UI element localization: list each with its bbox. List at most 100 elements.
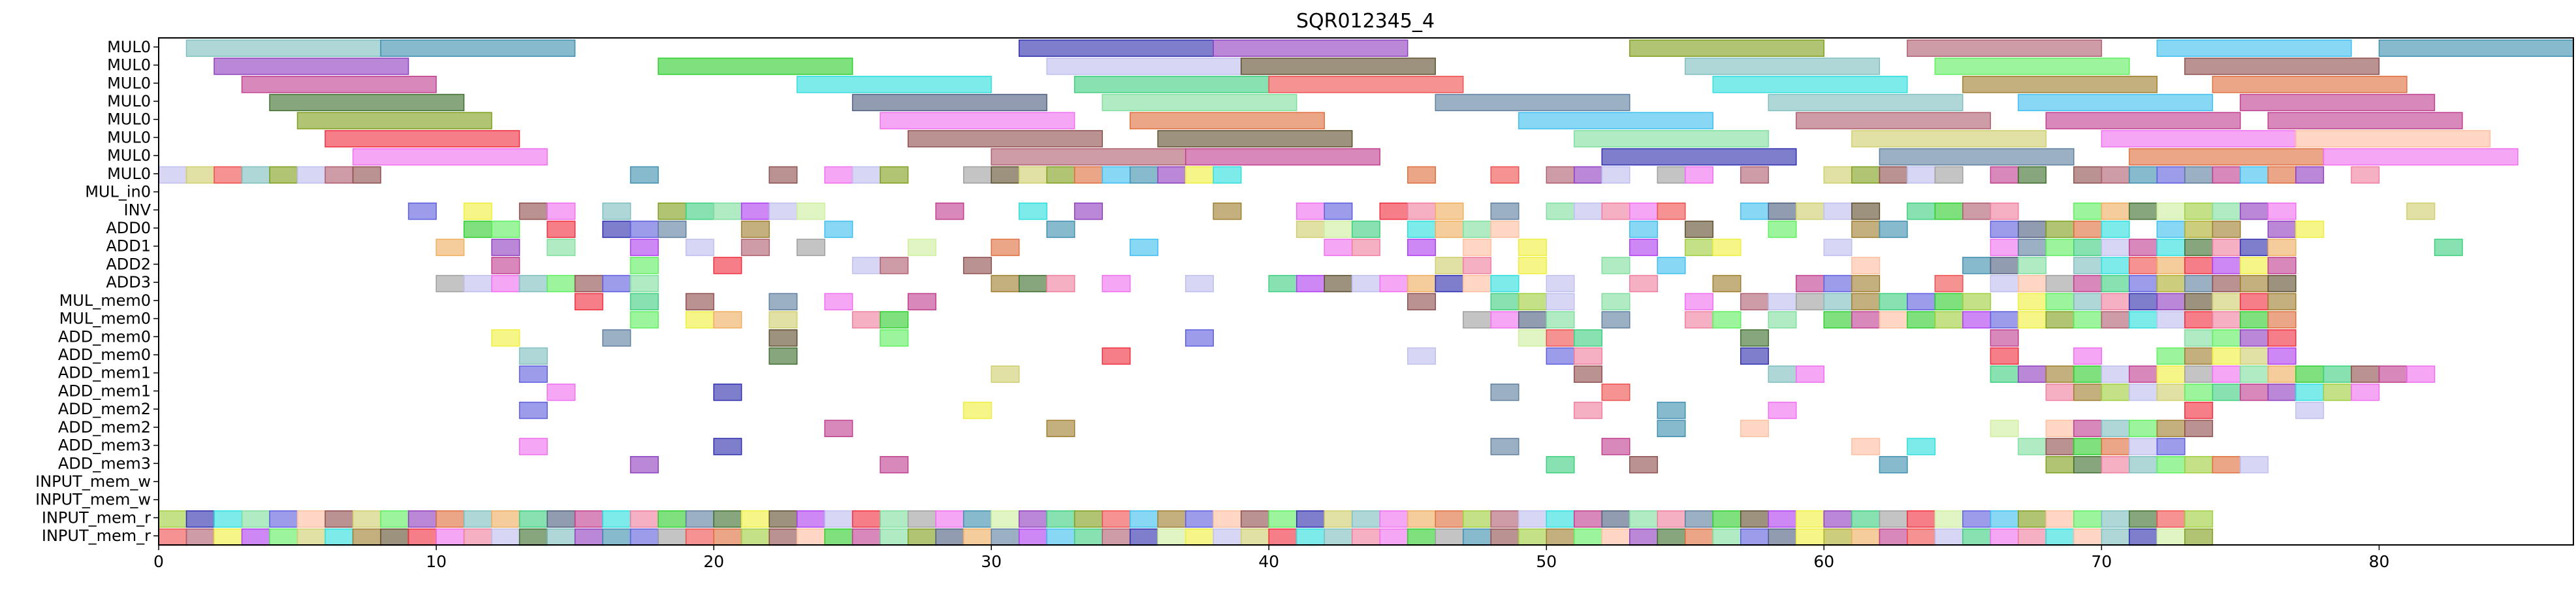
task-bar [1740, 293, 1770, 310]
task-bar [1990, 311, 2019, 329]
y-tick-label: ADD2 [106, 255, 151, 273]
task-bar [1823, 293, 1852, 310]
task-bar [1879, 456, 1908, 474]
task-bar [380, 510, 409, 528]
task-bar [325, 166, 354, 184]
task-bar [1851, 311, 1881, 329]
task-bar [740, 528, 770, 546]
task-bar [1851, 528, 1881, 546]
task-bar [1934, 57, 2130, 75]
task-bar [1073, 76, 1269, 93]
task-bar [1518, 238, 1548, 256]
task-bar [1907, 510, 1936, 528]
task-bar [629, 528, 659, 546]
task-bar [1740, 528, 1770, 546]
task-bar [713, 510, 742, 528]
task-bar [2101, 257, 2130, 274]
task-bar [2129, 148, 2325, 166]
task-bar [1407, 293, 1437, 310]
task-bar [2351, 365, 2380, 383]
task-bar [2129, 238, 2158, 256]
task-bar [185, 39, 381, 57]
task-bar [518, 438, 548, 455]
task-bar [1574, 528, 1603, 546]
task-bar [2267, 311, 2297, 329]
task-bar [1046, 528, 1075, 546]
task-bar [2045, 238, 2075, 256]
task-bar [1934, 293, 1964, 310]
task-bar [769, 329, 798, 347]
task-bar [1685, 57, 1881, 75]
task-bar [2156, 220, 2186, 238]
task-bar [1435, 220, 1464, 238]
task-bar [824, 220, 853, 238]
task-bar [2240, 384, 2269, 401]
y-tick-label: MUL0 [107, 38, 151, 56]
task-bar [2434, 238, 2463, 256]
task-bar [602, 528, 631, 546]
y-tick-label: MUL0 [107, 92, 151, 110]
task-bar [658, 528, 687, 546]
task-bar [1268, 274, 1297, 293]
task-bar [796, 203, 825, 220]
task-bar [2406, 365, 2436, 383]
task-bar [2240, 365, 2269, 383]
task-bar [380, 528, 409, 546]
task-bar [1546, 274, 1575, 293]
task-bar [1157, 510, 1186, 528]
task-bar [547, 274, 576, 293]
task-bar [2156, 274, 2186, 293]
x-tick-label: 0 [153, 552, 164, 571]
task-bar [1907, 311, 1936, 329]
task-bar [1213, 166, 1242, 184]
task-bar [2101, 166, 2130, 184]
task-bar [2240, 347, 2269, 365]
task-bar [1851, 438, 1881, 455]
task-bar [574, 274, 603, 293]
task-bar [2073, 257, 2103, 274]
task-bar [2267, 203, 2297, 220]
task-bar [851, 93, 1047, 112]
y-tick-label: ADD_mem2 [58, 418, 151, 436]
task-bar [2129, 438, 2158, 455]
task-bar [2184, 419, 2214, 437]
task-bar [1601, 293, 1630, 310]
task-bar [1351, 220, 1380, 238]
task-bar [1851, 510, 1881, 528]
task-bar [880, 166, 909, 184]
task-bar [629, 166, 659, 184]
task-bar [962, 401, 992, 419]
task-bar [1546, 203, 1575, 220]
y-tick-label: ADD1 [106, 237, 151, 255]
task-bar [1851, 293, 1881, 310]
task-bar [1796, 274, 1825, 293]
task-bar [2156, 528, 2186, 546]
task-bar [1934, 311, 1964, 329]
task-bar [1518, 112, 1714, 129]
task-bar [2240, 274, 2269, 293]
task-bar [907, 130, 1103, 148]
task-bar [1073, 510, 1103, 528]
task-bar [1213, 39, 1408, 57]
task-bar [2184, 274, 2214, 293]
task-bar [491, 257, 520, 274]
task-bar [2184, 293, 2214, 310]
task-bar [296, 112, 492, 129]
task-bar [1879, 293, 1908, 310]
task-bar [2045, 220, 2075, 238]
task-bar [658, 510, 687, 528]
task-bar [769, 347, 798, 365]
task-bar [2378, 365, 2408, 383]
task-bar [851, 528, 881, 546]
task-bar [1073, 166, 1103, 184]
task-bar [1768, 365, 1797, 383]
task-bar [1601, 384, 1630, 401]
task-bar [769, 293, 798, 310]
task-bar [685, 293, 714, 310]
task-bar [1324, 510, 1353, 528]
task-bar [769, 510, 798, 528]
task-bar [1740, 419, 1770, 437]
y-tick-label: INPUT_mem_r [42, 508, 151, 527]
task-bar [1018, 166, 1047, 184]
task-bar [2184, 329, 2214, 347]
